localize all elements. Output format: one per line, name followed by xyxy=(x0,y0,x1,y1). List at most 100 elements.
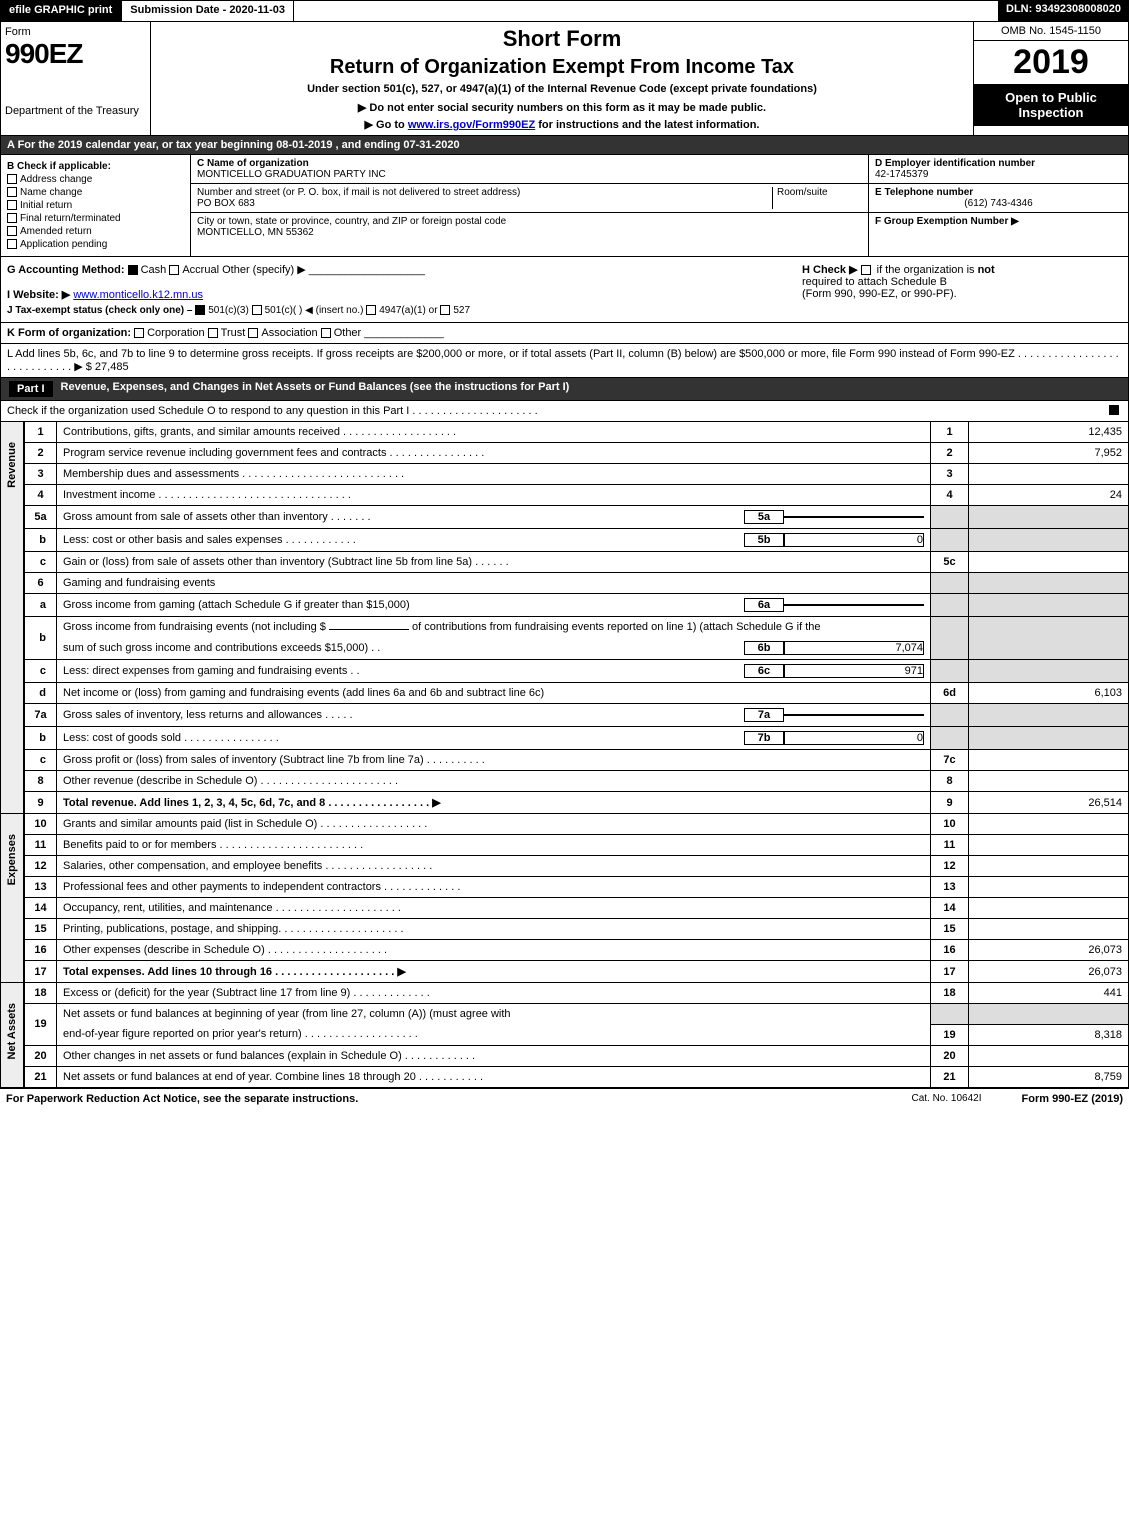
line-6: 6Gaming and fundraising events xyxy=(25,573,1129,594)
line-8: 8Other revenue (describe in Schedule O) … xyxy=(25,771,1129,792)
line-9: 9Total revenue. Add lines 1, 2, 3, 4, 5c… xyxy=(25,792,1129,814)
line-6d: dNet income or (loss) from gaming and fu… xyxy=(25,683,1129,704)
line-19: 19Net assets or fund balances at beginni… xyxy=(25,1004,1129,1025)
accounting-method: G Accounting Method: Cash Accrual Other … xyxy=(7,263,802,276)
501c-check[interactable] xyxy=(252,305,262,315)
room-suite: Room/suite xyxy=(772,187,862,209)
addr-label: Number and street (or P. O. box, if mail… xyxy=(197,187,772,198)
address-change-check[interactable]: Address change xyxy=(7,174,184,185)
under-section: Under section 501(c), 527, or 4947(a)(1)… xyxy=(159,83,965,95)
check-if-applicable: B Check if applicable: Address change Na… xyxy=(1,155,191,256)
title-box: Short Form Return of Organization Exempt… xyxy=(151,22,973,135)
group-exemption-row: F Group Exemption Number ▶ xyxy=(869,213,1128,230)
part-i-title: Revenue, Expenses, and Changes in Net As… xyxy=(61,381,570,397)
line-7a: 7aGross sales of inventory, less returns… xyxy=(25,704,1129,727)
line-10: 10Grants and similar amounts paid (list … xyxy=(25,814,1129,835)
revenue-section: Revenue 1Contributions, gifts, grants, a… xyxy=(0,422,1129,814)
line-6c: cLess: direct expenses from gaming and f… xyxy=(25,660,1129,683)
amended-return-check[interactable]: Amended return xyxy=(7,226,184,237)
accrual-check[interactable] xyxy=(169,265,179,275)
line-7b: bLess: cost of goods sold . . . . . . . … xyxy=(25,727,1129,750)
expenses-label: Expenses xyxy=(0,814,24,983)
line-21: 21Net assets or fund balances at end of … xyxy=(25,1066,1129,1087)
line-11: 11Benefits paid to or for members . . . … xyxy=(25,835,1129,856)
tax-exempt-status: J Tax-exempt status (check only one) – 5… xyxy=(7,305,802,316)
line-17: 17Total expenses. Add lines 10 through 1… xyxy=(25,961,1129,983)
ein-value: 42-1745379 xyxy=(875,169,1122,180)
phone-value: (612) 743-4346 xyxy=(875,198,1122,209)
h-check[interactable] xyxy=(861,265,871,275)
c-label: C Name of organization xyxy=(197,158,862,169)
line-5c: cGain or (loss) from sale of assets othe… xyxy=(25,552,1129,573)
website-line: I Website: ▶ www.monticello.k12.mn.us xyxy=(7,288,802,301)
entity-right: D Employer identification number 42-1745… xyxy=(868,155,1128,256)
line-18: 18Excess or (deficit) for the year (Subt… xyxy=(25,983,1129,1004)
line-6b: bGross income from fundraising events (n… xyxy=(25,617,1129,638)
line-7c: cGross profit or (loss) from sales of in… xyxy=(25,750,1129,771)
tax-year: 2019 xyxy=(974,41,1128,84)
top-spacer xyxy=(294,0,998,22)
goto-link[interactable]: www.irs.gov/Form990EZ xyxy=(408,119,535,131)
line-4: 4Investment income . . . . . . . . . . .… xyxy=(25,485,1129,506)
501c3-check[interactable] xyxy=(195,305,205,315)
name-change-check[interactable]: Name change xyxy=(7,187,184,198)
other-check[interactable] xyxy=(321,328,331,338)
4947-check[interactable] xyxy=(366,305,376,315)
form-number: 990EZ xyxy=(5,38,146,70)
line-2: 2Program service revenue including gover… xyxy=(25,443,1129,464)
net-assets-section: Net Assets 18Excess or (deficit) for the… xyxy=(0,983,1129,1088)
corp-check[interactable] xyxy=(134,328,144,338)
addr-value: PO BOX 683 xyxy=(197,198,772,209)
final-return-check[interactable]: Final return/terminated xyxy=(7,213,184,224)
open-to-public: Open to Public Inspection xyxy=(974,84,1128,126)
trust-check[interactable] xyxy=(208,328,218,338)
part-i-checkline: Check if the organization used Schedule … xyxy=(0,401,1129,422)
b-label: B Check if applicable: xyxy=(7,161,184,172)
line-14: 14Occupancy, rent, utilities, and mainte… xyxy=(25,898,1129,919)
omb-number: OMB No. 1545-1150 xyxy=(974,22,1128,41)
cash-check[interactable] xyxy=(128,265,138,275)
website-link[interactable]: www.monticello.k12.mn.us xyxy=(73,289,203,301)
goto-pre: ▶ Go to xyxy=(365,119,408,131)
city-label: City or town, state or province, country… xyxy=(197,216,862,227)
net-assets-table: 18Excess or (deficit) for the year (Subt… xyxy=(24,983,1129,1088)
net-assets-label: Net Assets xyxy=(0,983,24,1088)
form-header: Form 990EZ Department of the Treasury Sh… xyxy=(0,22,1129,136)
tax-year-row: A For the 2019 calendar year, or tax yea… xyxy=(0,136,1129,155)
application-pending-check[interactable]: Application pending xyxy=(7,239,184,250)
entity-block: B Check if applicable: Address change Na… xyxy=(0,155,1129,257)
gh-right: H Check ▶ if the organization is not req… xyxy=(802,263,1122,316)
goto-line: ▶ Go to www.irs.gov/Form990EZ for instru… xyxy=(159,118,965,131)
do-not-enter: ▶ Do not enter social security numbers o… xyxy=(159,101,965,114)
k-form-row: K Form of organization: Corporation Trus… xyxy=(0,323,1129,344)
cat-no: Cat. No. 10642I xyxy=(911,1093,981,1105)
ein-row: D Employer identification number 42-1745… xyxy=(869,155,1128,184)
phone-row: E Telephone number (612) 743-4346 xyxy=(869,184,1128,213)
initial-return-check[interactable]: Initial return xyxy=(7,200,184,211)
d-label: D Employer identification number xyxy=(875,158,1122,169)
top-bar: efile GRAPHIC print Submission Date - 20… xyxy=(0,0,1129,22)
paperwork-notice: For Paperwork Reduction Act Notice, see … xyxy=(6,1093,911,1105)
527-check[interactable] xyxy=(440,305,450,315)
dln: DLN: 93492308008020 xyxy=(998,0,1129,22)
page-footer: For Paperwork Reduction Act Notice, see … xyxy=(0,1088,1129,1109)
revenue-label: Revenue xyxy=(0,422,24,814)
part-i-header: Part I Revenue, Expenses, and Changes in… xyxy=(0,378,1129,401)
expenses-table: 10Grants and similar amounts paid (list … xyxy=(24,814,1129,983)
line-5b: bLess: cost or other basis and sales exp… xyxy=(25,529,1129,552)
line-6a: aGross income from gaming (attach Schedu… xyxy=(25,594,1129,617)
city-row: City or town, state or province, country… xyxy=(191,213,868,241)
schedule-o-check[interactable] xyxy=(1109,405,1119,415)
efile-graphic-print[interactable]: efile GRAPHIC print xyxy=(0,0,121,22)
org-name: MONTICELLO GRADUATION PARTY INC xyxy=(197,169,862,180)
line-20: 20Other changes in net assets or fund ba… xyxy=(25,1045,1129,1066)
org-name-row: C Name of organization MONTICELLO GRADUA… xyxy=(191,155,868,184)
department: Department of the Treasury xyxy=(5,70,146,117)
f-label: F Group Exemption Number ▶ xyxy=(875,216,1122,227)
line-16: 16Other expenses (describe in Schedule O… xyxy=(25,940,1129,961)
expenses-section: Expenses 10Grants and similar amounts pa… xyxy=(0,814,1129,983)
form-word: Form xyxy=(5,26,146,38)
revenue-table: 1Contributions, gifts, grants, and simil… xyxy=(24,422,1129,814)
assoc-check[interactable] xyxy=(248,328,258,338)
city-value: MONTICELLO, MN 55362 xyxy=(197,227,862,238)
